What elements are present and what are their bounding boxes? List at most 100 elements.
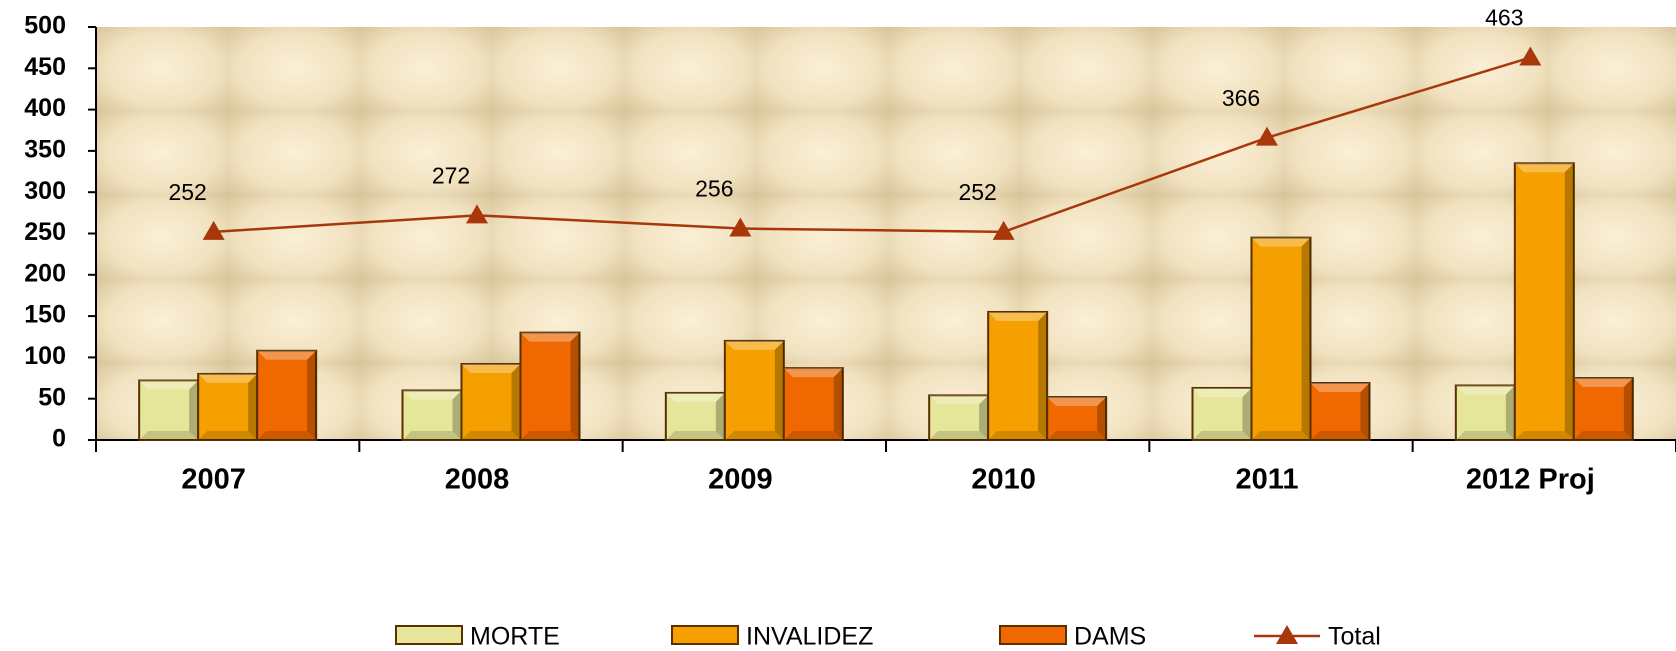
bar-bevel bbox=[402, 431, 462, 440]
bar bbox=[1513, 162, 1575, 441]
bar-bevel bbox=[1301, 237, 1311, 440]
bar-bevel bbox=[1038, 311, 1048, 440]
data-label: 252 bbox=[168, 179, 206, 205]
bar-bevel bbox=[198, 373, 258, 383]
bar-bevel bbox=[988, 431, 1048, 440]
bar-bevel bbox=[1455, 431, 1515, 440]
plot-background bbox=[96, 27, 1676, 440]
y-tick-label: 500 bbox=[24, 12, 66, 40]
bar-bevel bbox=[1573, 378, 1633, 388]
line bbox=[213, 56, 1531, 234]
y-tick-label: 50 bbox=[38, 383, 66, 411]
x-tick-label: 2009 bbox=[708, 464, 773, 496]
bar-bevel bbox=[783, 431, 843, 440]
x-tick-label: 2011 bbox=[1236, 464, 1299, 496]
bar-bevel bbox=[1242, 387, 1252, 440]
bar-bevel bbox=[715, 392, 725, 440]
legend-label: Total bbox=[1328, 623, 1381, 651]
legend-swatch bbox=[999, 625, 1067, 645]
data-label: 272 bbox=[432, 162, 470, 188]
bar-bevel bbox=[1251, 431, 1311, 440]
bar-bevel bbox=[198, 431, 258, 440]
bar-bevel bbox=[979, 395, 989, 440]
bar bbox=[519, 331, 581, 441]
bar-bevel bbox=[257, 431, 317, 440]
y-tick-label: 300 bbox=[24, 177, 66, 205]
bar bbox=[664, 391, 726, 441]
bar-bevel bbox=[783, 368, 843, 378]
bar-bevel bbox=[257, 350, 317, 360]
y-tick-label: 200 bbox=[24, 259, 66, 287]
marker bbox=[202, 220, 225, 240]
bar bbox=[460, 363, 522, 441]
bar bbox=[1309, 382, 1371, 442]
bar bbox=[1250, 236, 1312, 441]
legend-label: MORTE bbox=[470, 623, 560, 651]
bar-bevel bbox=[1573, 431, 1633, 440]
bar-bevel bbox=[1505, 385, 1515, 440]
bar bbox=[723, 339, 785, 442]
bar-bevel bbox=[1192, 387, 1252, 397]
legend-swatch bbox=[395, 625, 463, 645]
bar-bevel bbox=[139, 431, 199, 440]
x-tick-label: 2007 bbox=[181, 464, 246, 496]
bar-bevel bbox=[139, 380, 199, 390]
y-tick-label: 450 bbox=[24, 53, 66, 81]
bar-bevel bbox=[665, 431, 725, 440]
bar bbox=[1454, 384, 1516, 442]
bar bbox=[782, 367, 844, 441]
bar bbox=[1046, 396, 1108, 442]
x-tick-label: 2012 Proj bbox=[1466, 464, 1595, 496]
bar-bevel bbox=[248, 373, 258, 440]
x-tick-label: 2010 bbox=[971, 464, 1036, 496]
bar-bevel bbox=[520, 431, 580, 440]
bar-bevel bbox=[988, 311, 1048, 321]
legend-marker bbox=[1276, 625, 1298, 644]
bar bbox=[401, 389, 463, 442]
bar-bevel bbox=[1310, 431, 1370, 440]
bar-bevel bbox=[1192, 431, 1252, 440]
y-tick-label: 0 bbox=[52, 425, 66, 453]
bar bbox=[138, 379, 200, 442]
x-tick-label: 2008 bbox=[445, 464, 510, 496]
bar bbox=[256, 349, 318, 441]
bar bbox=[987, 310, 1049, 441]
bar-bevel bbox=[929, 431, 989, 440]
bar-bevel bbox=[1623, 378, 1633, 440]
marker bbox=[466, 204, 488, 224]
bar-bevel bbox=[1514, 431, 1574, 440]
bar-bevel bbox=[1047, 397, 1107, 407]
data-label: 366 bbox=[1222, 85, 1260, 111]
marker bbox=[1256, 126, 1278, 146]
legend-label: DAMS bbox=[1074, 623, 1146, 651]
y-tick-label: 250 bbox=[24, 218, 66, 246]
marker bbox=[992, 220, 1015, 240]
bar-bevel bbox=[189, 380, 199, 440]
bar-bevel bbox=[833, 368, 843, 440]
bar-bevel bbox=[452, 390, 462, 440]
marker bbox=[729, 217, 752, 237]
legend-label: INVALIDEZ bbox=[746, 623, 873, 651]
bar-bevel bbox=[1047, 431, 1107, 440]
y-tick-label: 350 bbox=[24, 136, 66, 164]
y-tick-label: 100 bbox=[24, 342, 66, 370]
bar-bevel bbox=[1251, 237, 1311, 247]
bar-bevel bbox=[402, 390, 462, 400]
bar-bevel bbox=[929, 395, 989, 405]
bar-bevel bbox=[724, 431, 784, 440]
marker bbox=[1519, 46, 1542, 66]
bar-bevel bbox=[1097, 397, 1107, 440]
bar-bevel bbox=[1360, 383, 1370, 440]
legend-swatch bbox=[671, 625, 739, 645]
bar-bevel bbox=[307, 350, 317, 440]
bar-bevel bbox=[461, 364, 521, 374]
bar bbox=[1572, 377, 1634, 441]
y-tick-label: 150 bbox=[24, 301, 66, 329]
bar-bevel bbox=[570, 332, 580, 440]
bar-bevel bbox=[1455, 385, 1515, 395]
bar-bevel bbox=[1514, 163, 1574, 173]
data-label: 256 bbox=[695, 176, 733, 202]
bar-bevel bbox=[665, 392, 725, 402]
bar-bevel bbox=[1564, 163, 1574, 441]
